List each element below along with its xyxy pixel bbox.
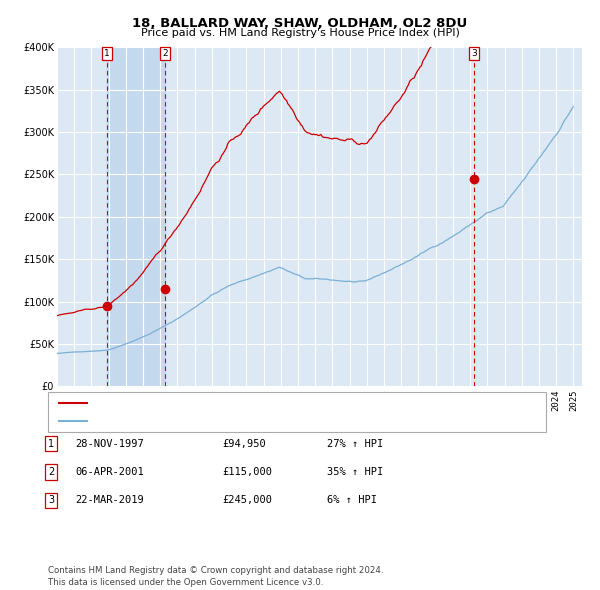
Text: Price paid vs. HM Land Registry's House Price Index (HPI): Price paid vs. HM Land Registry's House … — [140, 28, 460, 38]
Text: Contains HM Land Registry data © Crown copyright and database right 2024.
This d: Contains HM Land Registry data © Crown c… — [48, 566, 383, 587]
Text: 28-NOV-1997: 28-NOV-1997 — [75, 439, 144, 448]
Text: 3: 3 — [471, 49, 477, 58]
Text: 1: 1 — [104, 49, 110, 58]
Text: £245,000: £245,000 — [222, 496, 272, 505]
Text: 1: 1 — [48, 439, 54, 448]
Text: 35% ↑ HPI: 35% ↑ HPI — [327, 467, 383, 477]
Text: 2: 2 — [162, 49, 168, 58]
Text: 27% ↑ HPI: 27% ↑ HPI — [327, 439, 383, 448]
Text: 06-APR-2001: 06-APR-2001 — [75, 467, 144, 477]
Text: 18, BALLARD WAY, SHAW, OLDHAM, OL2 8DU: 18, BALLARD WAY, SHAW, OLDHAM, OL2 8DU — [133, 17, 467, 30]
Text: HPI: Average price, detached house, Oldham: HPI: Average price, detached house, Oldh… — [93, 416, 312, 426]
Text: £115,000: £115,000 — [222, 467, 272, 477]
Text: 3: 3 — [48, 496, 54, 505]
Text: £94,950: £94,950 — [222, 439, 266, 448]
Text: 18, BALLARD WAY, SHAW, OLDHAM, OL2 8DU (detached house): 18, BALLARD WAY, SHAW, OLDHAM, OL2 8DU (… — [93, 398, 405, 408]
Text: 2: 2 — [48, 467, 54, 477]
Text: 22-MAR-2019: 22-MAR-2019 — [75, 496, 144, 505]
Bar — [107, 47, 165, 386]
Text: 6% ↑ HPI: 6% ↑ HPI — [327, 496, 377, 505]
